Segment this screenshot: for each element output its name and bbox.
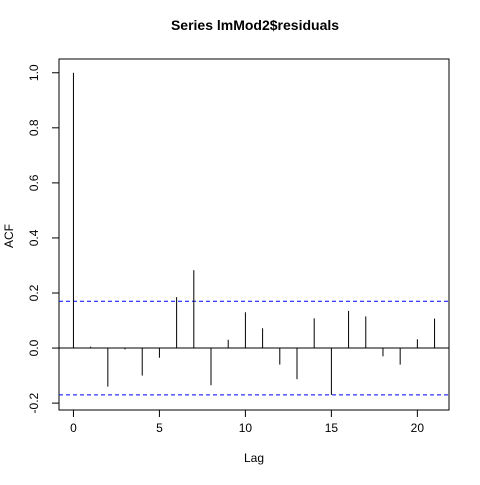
y-tick-label: 0.2	[27, 284, 41, 301]
x-tick-label: 15	[325, 421, 339, 435]
x-tick-label: 20	[411, 421, 425, 435]
y-tick-label: 0.0	[27, 339, 41, 356]
y-axis-label: ACF	[2, 224, 16, 248]
y-tick-label: 1.0	[27, 64, 41, 81]
x-tick-label: 5	[156, 421, 163, 435]
acf-spikes	[72, 72, 436, 395]
x-tick-label: 0	[70, 421, 77, 435]
confidence-bounds	[59, 300, 449, 396]
chart-title: Series lmMod2$residuals	[171, 17, 339, 33]
x-axis: 0 5 10 15 20	[70, 410, 424, 435]
y-tick-label: 0.4	[27, 229, 41, 246]
x-tick-label: 10	[239, 421, 253, 435]
y-tick-label: 0.8	[27, 119, 41, 136]
y-tick-label: -0.2	[27, 392, 41, 413]
y-axis: -0.2 0.0 0.2 0.4 0.6 0.8 1.0	[27, 64, 59, 413]
y-tick-label: 0.6	[27, 174, 41, 191]
plot-frame	[58, 58, 450, 411]
x-axis-label: Lag	[244, 451, 264, 465]
